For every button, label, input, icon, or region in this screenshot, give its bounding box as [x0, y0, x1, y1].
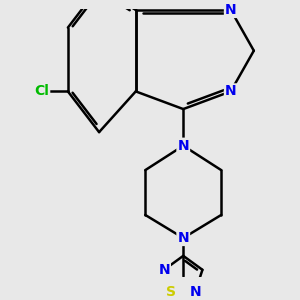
Text: Cl: Cl — [34, 84, 49, 98]
Text: N: N — [225, 3, 237, 17]
Text: S: S — [167, 285, 176, 299]
Text: N: N — [225, 84, 237, 98]
Text: N: N — [158, 263, 170, 277]
Text: N: N — [189, 285, 201, 299]
Text: N: N — [177, 139, 189, 153]
Text: N: N — [177, 231, 189, 245]
